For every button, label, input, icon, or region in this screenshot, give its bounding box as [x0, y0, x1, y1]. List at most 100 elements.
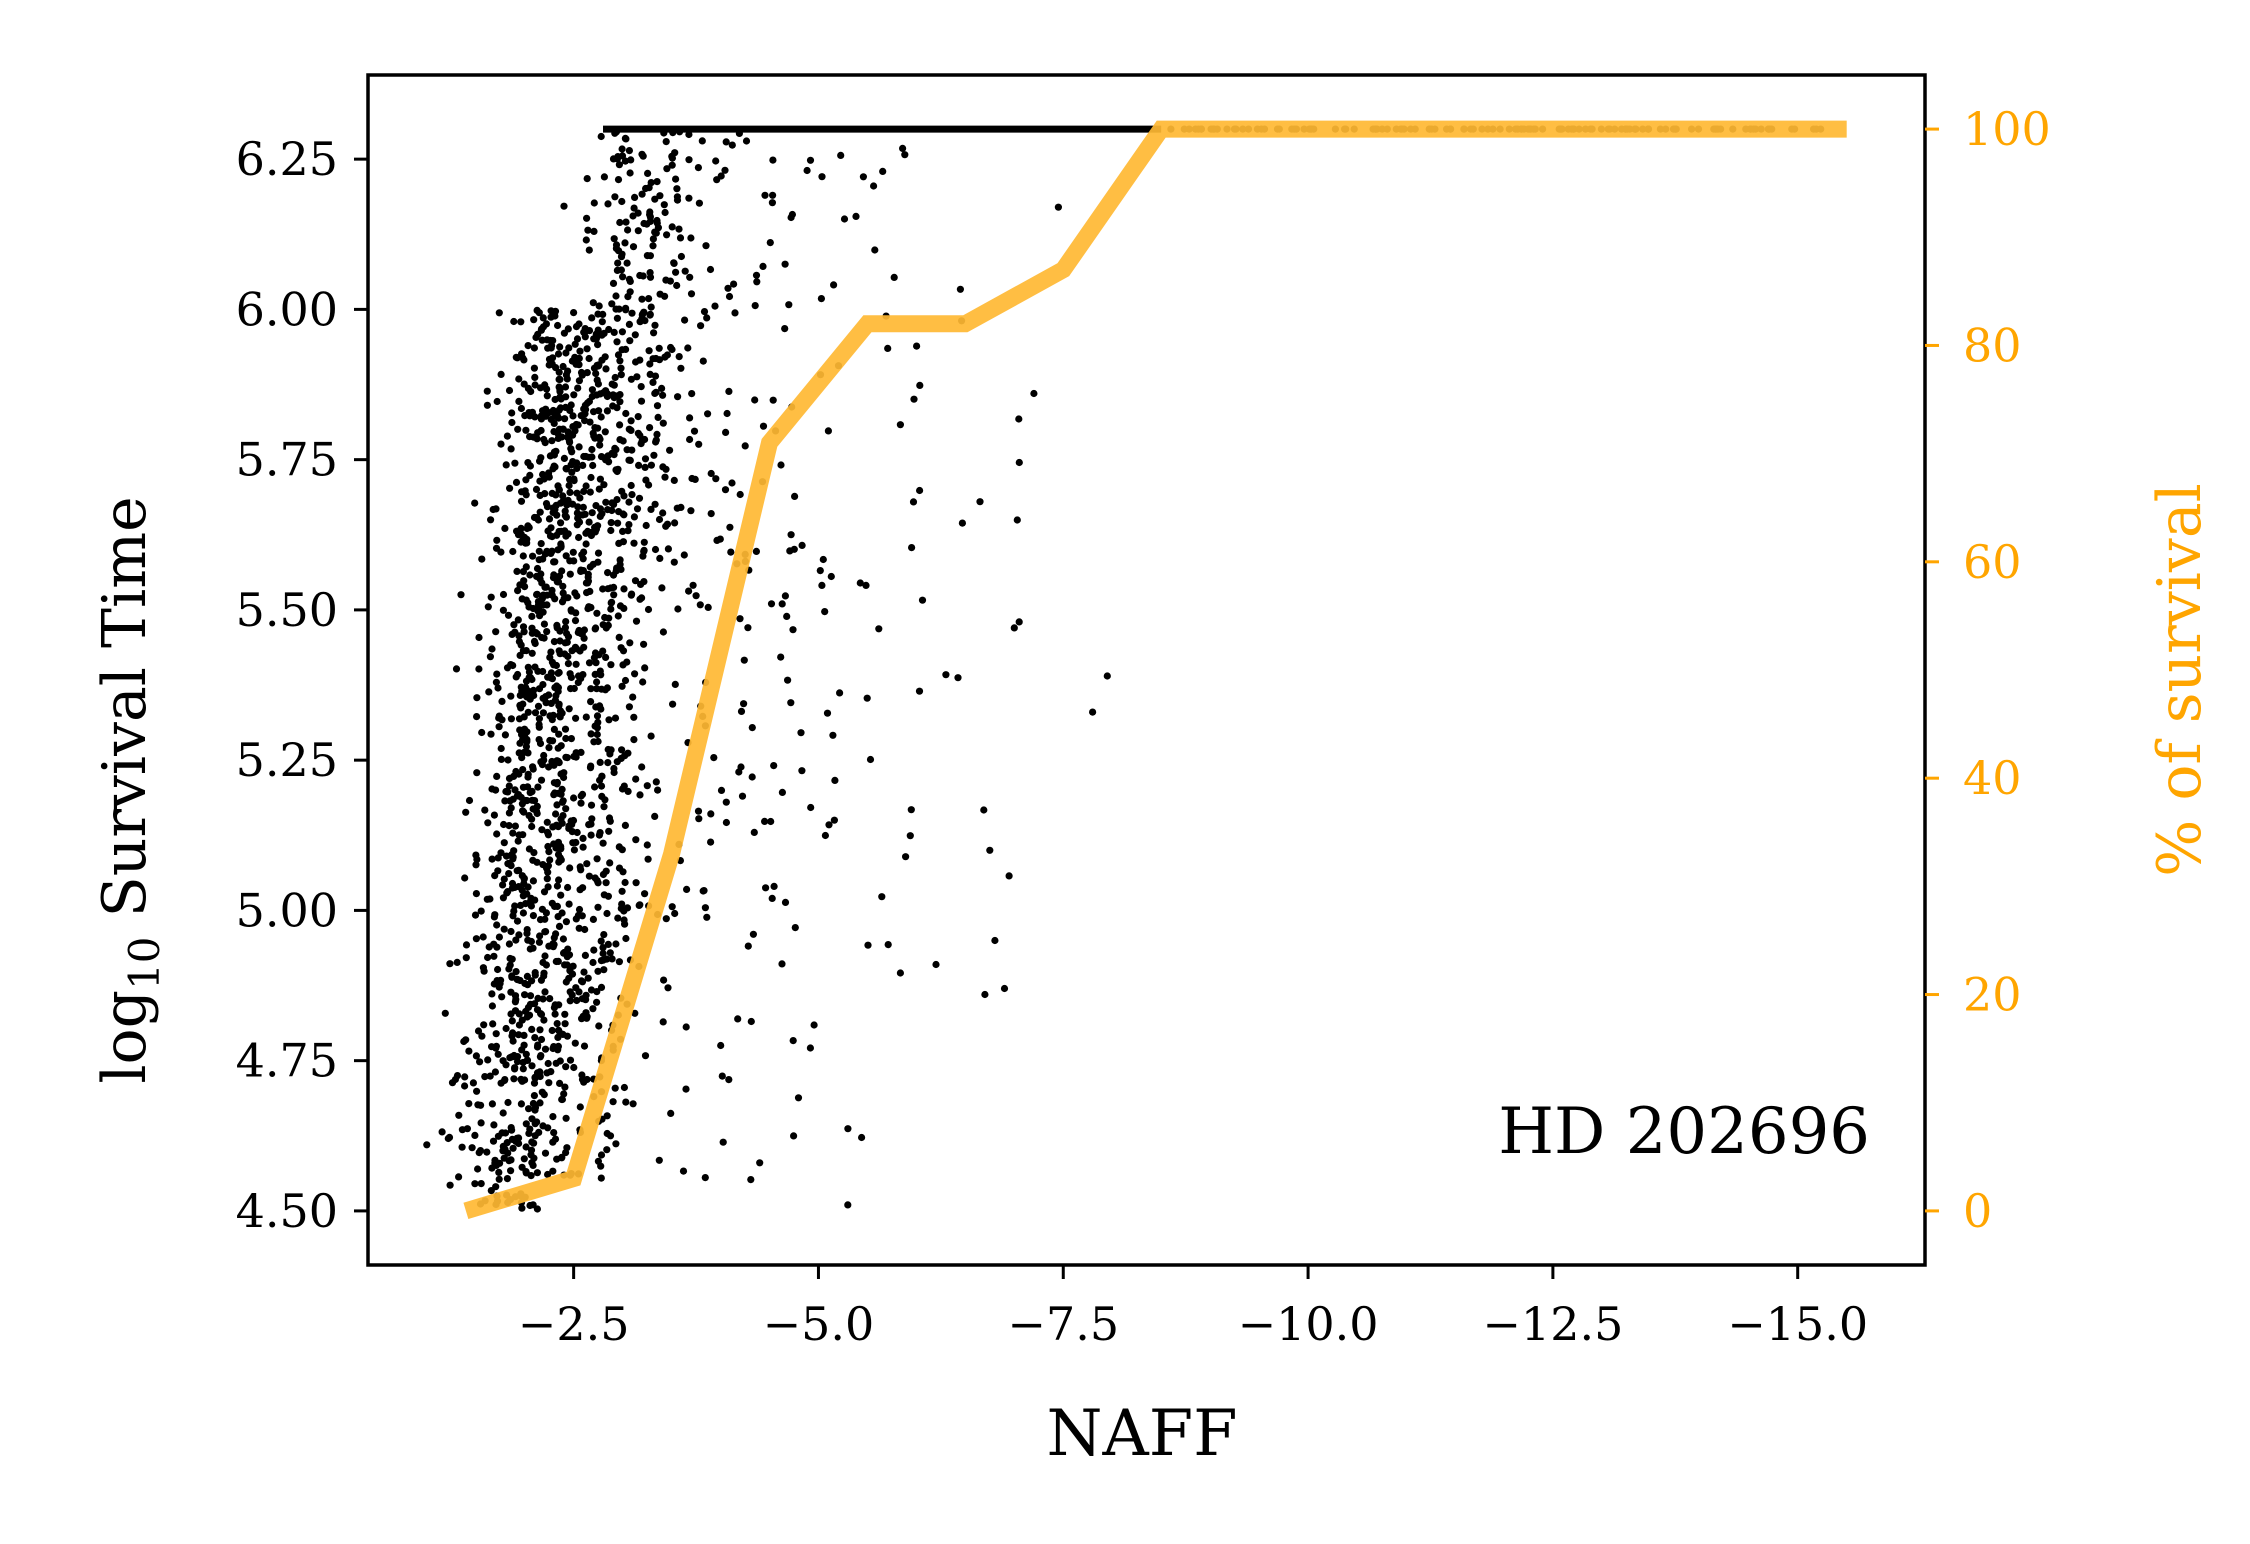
scatter-point-outlier	[1054, 203, 1062, 211]
scatter-point	[587, 698, 595, 706]
scatter-point	[485, 688, 493, 696]
scatter-point	[614, 176, 623, 184]
scatter-point	[640, 640, 648, 648]
scatter-point	[471, 1131, 479, 1139]
scatter-point	[751, 396, 759, 404]
scatter-point-outlier	[981, 990, 989, 999]
scatter-point	[502, 461, 510, 469]
scatter-point	[501, 1145, 509, 1153]
scatter-point	[638, 311, 646, 319]
scatter-point	[594, 903, 602, 911]
scatter-point	[526, 674, 535, 682]
scatter-point	[536, 1026, 544, 1034]
scatter-point	[578, 912, 586, 920]
scatter-point	[575, 320, 583, 328]
scatter-point	[508, 955, 516, 963]
scatter-point	[674, 605, 682, 613]
scatter-point	[520, 356, 528, 364]
scatter-point	[663, 520, 672, 528]
scatter-point	[554, 429, 562, 437]
scatter-point	[1005, 872, 1013, 880]
scatter-point	[536, 612, 544, 620]
scatter-point	[677, 364, 685, 372]
scatter-point	[610, 764, 618, 773]
scatter-point	[630, 736, 638, 744]
y-axis-label-subscript: 10	[120, 936, 169, 989]
scatter-point	[641, 1052, 650, 1060]
scatter-point	[513, 567, 521, 576]
scatter-point	[526, 1201, 534, 1210]
scatter-point	[626, 639, 634, 647]
scatter-point	[602, 365, 610, 373]
scatter-point	[588, 314, 596, 322]
scatter-point	[641, 455, 650, 463]
scatter-point	[821, 608, 829, 616]
scatter-point	[494, 1050, 502, 1058]
scatter-point	[659, 1018, 667, 1026]
scatter-point	[604, 940, 612, 949]
scatter-point	[570, 1063, 578, 1072]
scatter-point	[523, 1013, 531, 1021]
scatter-point	[569, 431, 577, 439]
scatter-point	[603, 453, 611, 461]
scatter-point	[619, 868, 627, 876]
scatter-point	[607, 519, 615, 527]
scatter-point	[616, 556, 624, 564]
scatter-point	[471, 499, 479, 507]
scatter-point	[508, 409, 516, 417]
scatter-point	[790, 1132, 798, 1140]
x-tick-label: −5.0	[763, 1297, 875, 1351]
scatter-point	[494, 965, 502, 974]
scatter-point	[545, 763, 553, 771]
scatter-point	[640, 547, 648, 556]
scatter-point	[695, 440, 703, 448]
scatter-point	[543, 336, 551, 344]
scatter-point	[524, 708, 532, 716]
scatter-point	[562, 552, 570, 560]
scatter-point	[607, 526, 615, 535]
scatter-point	[806, 1044, 815, 1052]
scatter-point	[446, 960, 454, 968]
scatter-point	[577, 866, 585, 874]
scatter-point	[624, 226, 632, 234]
scatter-point	[507, 862, 515, 870]
scatter-point	[605, 614, 613, 622]
scatter-point	[616, 357, 624, 365]
scatter-point	[520, 1041, 528, 1049]
scatter-point	[668, 154, 677, 162]
scatter-point	[744, 942, 752, 950]
scatter-point	[573, 464, 581, 472]
scatter-point	[701, 904, 710, 912]
scatter-point	[597, 782, 606, 790]
scatter-point	[581, 333, 589, 341]
scatter-point	[462, 941, 471, 949]
scatter-point	[915, 687, 924, 695]
scatter-point	[576, 1103, 584, 1111]
scatter-point	[455, 1111, 463, 1119]
scatter-point	[574, 421, 582, 429]
y-tick-label: 5.25	[236, 733, 338, 787]
scatter-point	[906, 832, 914, 840]
scatter-point	[640, 219, 648, 228]
scatter-point	[601, 428, 609, 436]
scatter-point	[564, 945, 572, 953]
scatter-point	[668, 223, 676, 231]
scatter-point	[625, 703, 634, 711]
scatter-point	[523, 728, 531, 736]
scatter-point	[590, 408, 598, 416]
scatter-point	[671, 149, 679, 157]
scatter-point	[522, 743, 531, 751]
scatter-point	[510, 1075, 518, 1083]
scatter-point	[704, 603, 712, 612]
scatter-point	[686, 273, 694, 281]
scatter-point	[530, 1139, 538, 1147]
scatter-point	[594, 326, 602, 334]
scatter-point	[587, 831, 595, 839]
scatter-point	[441, 1009, 449, 1017]
scatter-point	[547, 1068, 555, 1076]
scatter-point	[518, 350, 526, 358]
scatter-point	[609, 279, 618, 287]
scatter-point	[502, 852, 511, 860]
scatter-point	[624, 749, 632, 757]
scatter-point	[562, 1114, 570, 1122]
